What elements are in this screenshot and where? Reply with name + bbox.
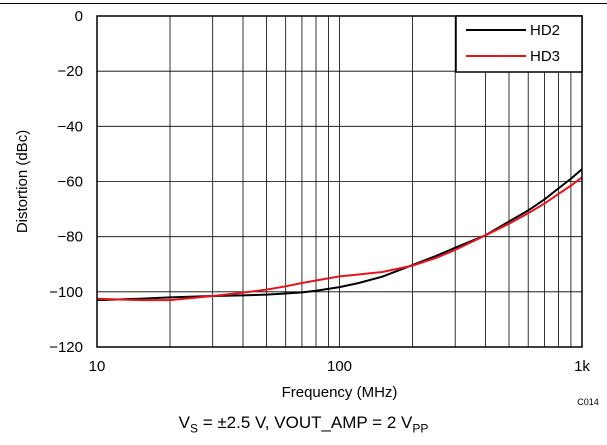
x-tick-labels: 10 100 1k [89,358,591,375]
y-tick-label: −40 [58,118,83,135]
x-axis-label: Frequency (MHz) [282,384,398,401]
y-tick-label: −120 [49,339,83,356]
x-tick-label: 10 [89,358,106,375]
y-axis-label: Distortion (dBc) [14,130,31,233]
conditions-text: = ±2.5 V, VOUT_AMP = 2 V [197,413,413,432]
figure-code: C014 [577,397,599,407]
series-line-hd2 [96,168,583,302]
top-rule [0,3,607,4]
y-tick-labels: 0 −20 −40 −60 −80 −100 −120 [49,8,83,356]
y-tick-label: −80 [58,229,83,246]
test-conditions-caption: VS = ±2.5 V, VOUT_AMP = 2 VPP [0,413,607,435]
series-line-hd3 [96,176,583,302]
y-tick-label: −20 [58,63,83,80]
legend-label-hd3: HD3 [530,48,560,65]
legend: HD2 HD3 [455,15,583,73]
series-layer [96,168,583,302]
x-tick-label: 1k [574,358,590,375]
vs-subscript: S [189,421,198,436]
legend-label-hd2: HD2 [530,22,560,39]
vpp-subscript: PP [412,421,429,436]
y-tick-label: −60 [58,174,83,191]
y-tick-label: −100 [49,284,83,301]
x-tick-label: 100 [327,358,352,375]
y-tick-label: 0 [75,8,83,25]
legend-box [455,15,583,73]
plot-frame [96,15,583,348]
vs-symbol: V [178,413,190,432]
